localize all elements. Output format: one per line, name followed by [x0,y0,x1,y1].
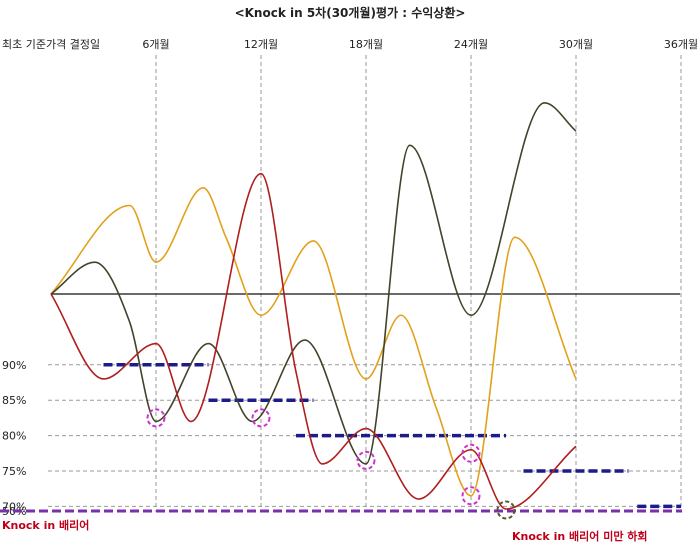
price-series [50,102,577,510]
series-line [50,186,577,497]
y-axis-ticks: 90%85%80%75%70%50% [2,359,26,518]
y-tick-label: 90% [2,359,26,372]
redemption-barriers [103,363,681,509]
chart-title: <Knock in 5차(30개월)평가 : 수익상환> [235,5,466,20]
highlight-circle [461,443,481,463]
highlight-circle [251,408,271,428]
x-tick-label: 24개월 [454,38,488,51]
x-tick-label: 36개월 [664,38,698,51]
x-tick-label: 12개월 [244,38,278,51]
breach-note: Knock in 배리어 미만 하회 [512,529,648,543]
x-tick-label: 30개월 [559,38,593,51]
x-axis-ticks: 최초 기준가격 결정일 6개월 12개월 18개월 24개월 30개월 36개월 [2,37,698,51]
barrier-label: Knock in 배리어 [2,518,89,532]
highlight-circle [461,486,481,506]
grid [48,55,682,512]
y-tick-label: 75% [2,465,26,478]
highlight-markers [146,408,516,520]
series-line [50,102,577,465]
y-tick-label: 85% [2,394,26,407]
x-tick-label: 6개월 [142,38,169,51]
highlight-circle [356,450,376,470]
highlight-circle [146,408,166,428]
highlight-circle [496,500,516,520]
x-tick-label: 최초 기준가격 결정일 [2,37,100,51]
x-tick-label: 18개월 [349,38,383,51]
series-line [50,172,577,510]
y-tick-label: 80% [2,430,26,443]
